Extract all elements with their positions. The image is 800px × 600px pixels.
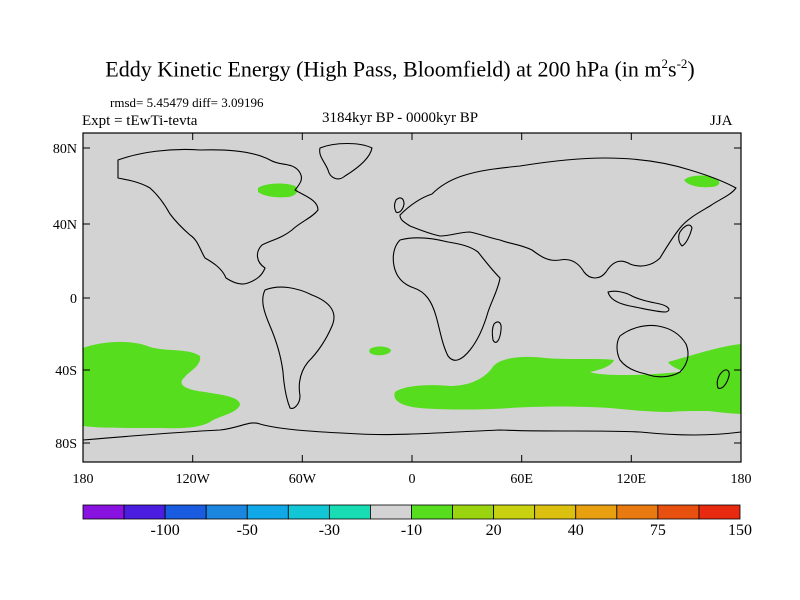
anomaly-southwest-pacific [668, 344, 741, 414]
colorbar-segment [246, 504, 289, 520]
lon-label: 60W [289, 472, 317, 487]
anomaly-kamchatka [684, 175, 720, 188]
colorbar-segment [370, 504, 412, 520]
lon-label: 0 [409, 472, 416, 487]
coastline-uk [393, 197, 405, 214]
colorbar-segment [534, 504, 577, 520]
coastline-south-america [262, 286, 335, 409]
anomaly-south-atlantic [369, 346, 391, 356]
colorbar-label: -10 [401, 522, 422, 539]
coastline-japan [678, 224, 693, 247]
colorbar-segment [164, 504, 207, 520]
lon-label: 180 [731, 472, 752, 487]
lon-label: 60E [510, 472, 533, 487]
coastline-madagascar [491, 321, 502, 343]
colorbar-segment [616, 504, 659, 520]
colorbar-segment [328, 504, 371, 520]
lat-label: 80N [53, 142, 77, 157]
coastline-antarctica [83, 422, 741, 441]
colorbar-segment [82, 504, 125, 520]
colorbar-label: -100 [150, 522, 179, 539]
lat-label: 40S [55, 364, 77, 379]
experiment-label: Expt = tEwTi-tevta [82, 113, 198, 129]
lat-label: 0 [70, 292, 77, 307]
coastline-north-america [117, 148, 319, 285]
colorbar-segment [698, 504, 741, 520]
coastline-africa [392, 237, 501, 361]
lat-label: 80S [55, 437, 77, 452]
anomaly-south-pacific [83, 341, 240, 429]
anomaly-hudson-bay [258, 183, 298, 198]
colorbar-segment [287, 504, 330, 520]
colorbar-label: 150 [728, 522, 752, 539]
season-label: JJA [710, 113, 733, 129]
colorbar-segment [411, 504, 453, 520]
lat-label: 40N [53, 218, 77, 233]
coastline-indonesia [607, 290, 670, 313]
coastline-australia [616, 324, 689, 378]
anomaly-indian-ocean [394, 356, 741, 412]
colorbar-segment [452, 504, 495, 520]
colorbar-segment [575, 504, 618, 520]
colorbar-label: 75 [650, 522, 666, 539]
lon-label: 120W [176, 472, 211, 487]
colorbar-segment [493, 504, 536, 520]
coastline-greenland [319, 142, 373, 180]
colorbar-label: -50 [237, 522, 258, 539]
map-title: Eddy Kinetic Energy (High Pass, Bloomfie… [105, 56, 695, 82]
colorbar-segment [205, 504, 248, 520]
colorbar-label: 40 [568, 522, 584, 539]
period-label: 3184kyr BP - 0000kyr BP [321, 110, 479, 126]
lon-label: 180 [73, 472, 94, 487]
coastline-eurasia [399, 157, 737, 279]
colorbar-label: -30 [319, 522, 340, 539]
lon-label: 120E [617, 472, 647, 487]
colorbar-label: 20 [486, 522, 502, 539]
colorbar-segment [657, 504, 700, 520]
coastline-new-zealand [716, 369, 730, 389]
coastlines [83, 142, 741, 441]
colorbar-segment [123, 504, 166, 520]
rmsd-diff-stats: rmsd= 5.45479 diff= 3.09196 [110, 95, 264, 110]
